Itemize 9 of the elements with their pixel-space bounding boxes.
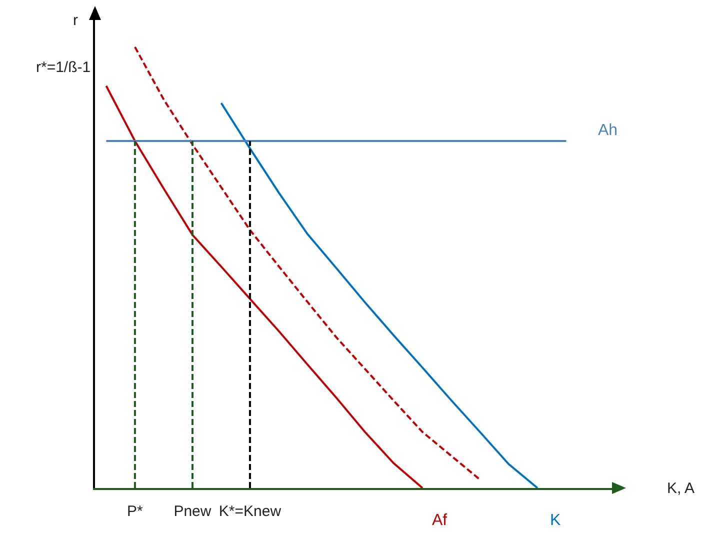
text: r*=1/ß-1: [36, 59, 91, 76]
x-tick-label: K*=Knew: [218, 503, 282, 520]
series-label: Ah: [598, 122, 618, 139]
y-axis-title: r: [73, 12, 78, 29]
series-label: K: [550, 512, 561, 529]
x-tick-label: P*: [127, 503, 144, 520]
x-tick-label: Pnew: [174, 503, 212, 520]
series-label: Af: [432, 512, 448, 529]
x-axis-title: K, A: [667, 480, 695, 497]
